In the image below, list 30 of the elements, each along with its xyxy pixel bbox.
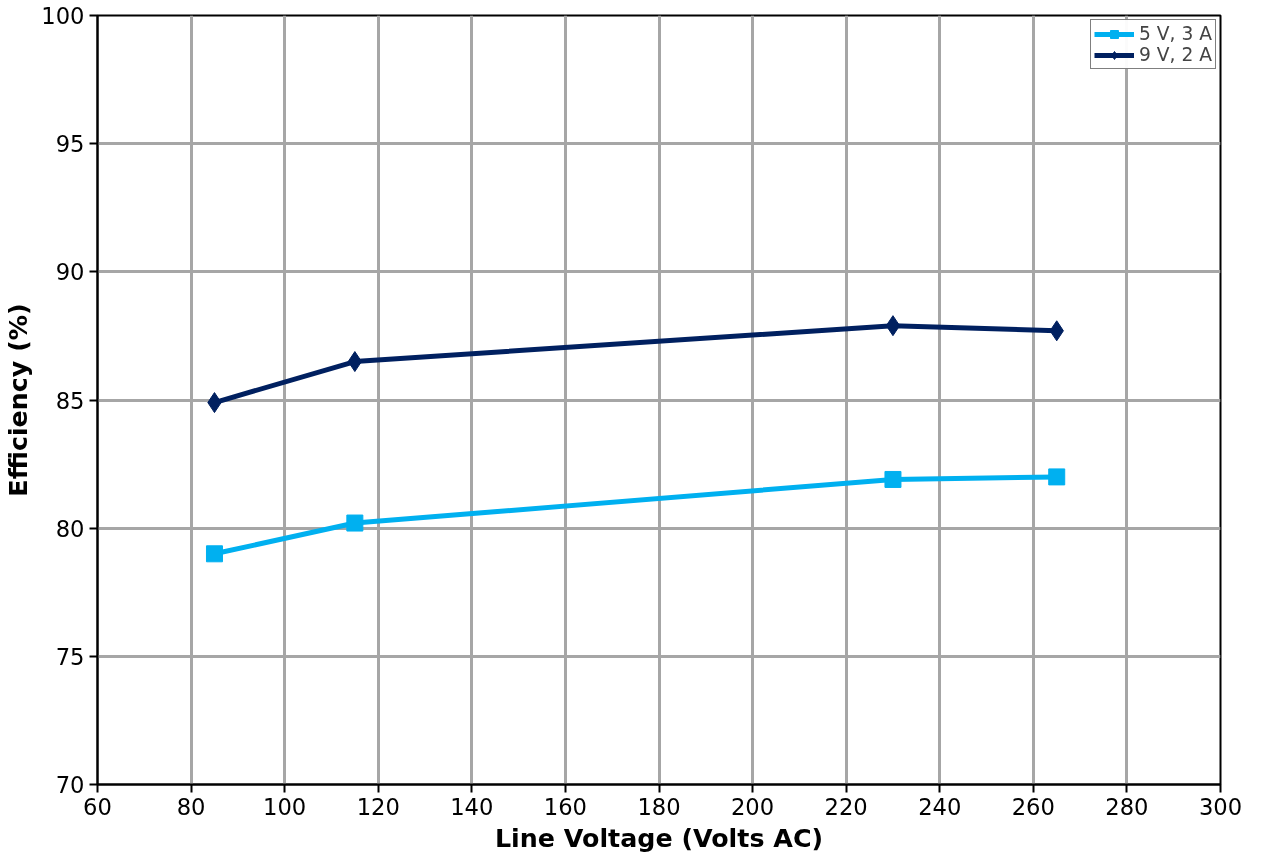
- point: [885, 315, 901, 337]
- x-tick-label: 200: [730, 793, 775, 820]
- x-tick-label: 60: [83, 793, 112, 820]
- y-tick-label: 75: [55, 643, 85, 670]
- x-tick-label: 280: [1105, 793, 1149, 820]
- y-tick-label: 70: [55, 772, 85, 798]
- x-tick-label: 300: [1198, 793, 1243, 820]
- y-tick-label: 90: [55, 259, 85, 286]
- x-tick-label: 240: [918, 793, 962, 820]
- x-tick-label: 100: [263, 793, 307, 820]
- legend-label: 5 V, 3 A: [1139, 23, 1212, 44]
- x-tick-label: 140: [450, 793, 494, 820]
- y-tick-label: 80: [55, 515, 85, 542]
- y-tick-label: 100: [41, 3, 85, 29]
- point: [346, 514, 364, 532]
- point: [347, 351, 363, 373]
- point: [1048, 468, 1066, 486]
- x-tick-label: 80: [176, 793, 206, 820]
- legend-label: 9 V, 2 A: [1139, 44, 1212, 65]
- x-tick-label: 260: [1011, 793, 1055, 820]
- y-tick-label: 95: [55, 131, 85, 158]
- y-tick-label: 85: [55, 387, 85, 414]
- y-axis-title: Efficiency (%): [3, 303, 34, 497]
- x-tick-label: 220: [824, 793, 868, 820]
- point: [884, 470, 902, 488]
- x-tick-label: 160: [543, 793, 588, 820]
- x-tick-label: 120: [356, 793, 400, 820]
- x-tick-label: 180: [637, 793, 681, 820]
- x-axis-title: Line Voltage (Volts AC): [494, 822, 824, 853]
- point: [205, 545, 223, 563]
